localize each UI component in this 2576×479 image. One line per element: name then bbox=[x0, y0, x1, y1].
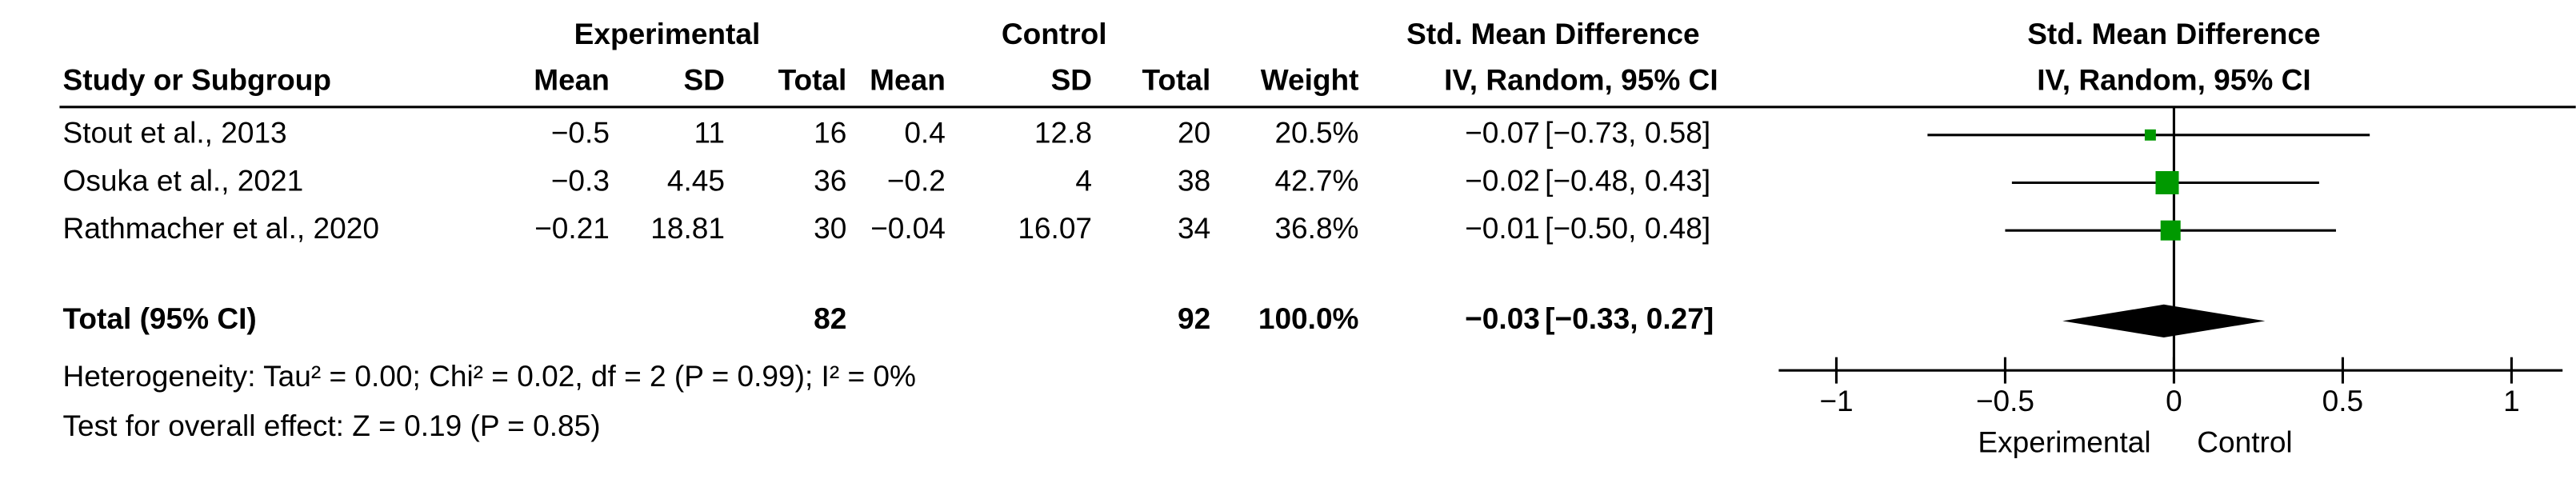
ci-label: [−0.48, 0.43] bbox=[1545, 163, 1710, 197]
column-header: SD bbox=[1051, 63, 1092, 97]
column-header: Total bbox=[778, 63, 847, 97]
total-exp: 82 bbox=[814, 301, 846, 335]
study-name: Stout et al., 2013 bbox=[63, 116, 287, 150]
group-header: Experimental bbox=[574, 17, 761, 50]
ci-label: [−0.73, 0.58] bbox=[1545, 116, 1710, 150]
cell: 12.8 bbox=[1034, 116, 1092, 150]
cell: −0.2 bbox=[887, 163, 946, 197]
total-ci: [−0.33, 0.27] bbox=[1545, 301, 1714, 335]
weight: 42.7% bbox=[1274, 163, 1358, 197]
effect-square bbox=[2155, 170, 2179, 194]
cell: 4 bbox=[1075, 163, 1092, 197]
effect-method: IV, Random, 95% CI bbox=[1444, 63, 1718, 97]
effect-header: Std. Mean Difference bbox=[1406, 17, 1699, 50]
cell: 16 bbox=[814, 116, 846, 150]
overall-effect: Test for overall effect: Z = 0.19 (P = 0… bbox=[63, 409, 601, 442]
effect-square bbox=[2160, 220, 2181, 241]
weight: 36.8% bbox=[1274, 211, 1358, 245]
column-header: SD bbox=[684, 63, 725, 97]
cell: 16.07 bbox=[1018, 211, 1092, 245]
plot-method: IV, Random, 95% CI bbox=[2037, 63, 2310, 97]
total-weight: 100.0% bbox=[1258, 301, 1359, 335]
x-tick-label: −1 bbox=[1819, 384, 1853, 417]
cell: 30 bbox=[814, 211, 846, 245]
column-header: Mean bbox=[534, 63, 610, 97]
cell: 20 bbox=[1178, 116, 1210, 150]
total-name: Total (95% CI) bbox=[63, 301, 257, 335]
cell: 18.81 bbox=[650, 211, 725, 245]
cell: 36 bbox=[814, 163, 846, 197]
x-tick-label: 0 bbox=[2166, 384, 2182, 417]
smd-label: −0.02 bbox=[1465, 163, 1540, 197]
favours-right: Control bbox=[2197, 425, 2292, 459]
cell: 11 bbox=[694, 116, 725, 150]
total-smd: −0.03 bbox=[1465, 301, 1540, 335]
total-diamond bbox=[2062, 304, 2266, 337]
column-header: Mean bbox=[870, 63, 946, 97]
plot-title: Std. Mean Difference bbox=[2027, 17, 2320, 50]
x-tick-label: −0.5 bbox=[1976, 384, 2034, 417]
x-tick-label: 1 bbox=[2503, 384, 2520, 417]
smd-label: −0.01 bbox=[1465, 211, 1540, 245]
column-header: Total bbox=[1142, 63, 1211, 97]
study-name: Rathmacher et al., 2020 bbox=[63, 211, 379, 245]
ci-label: [−0.50, 0.48] bbox=[1545, 211, 1710, 245]
cell: 0.4 bbox=[904, 116, 946, 150]
column-header: Study or Subgroup bbox=[63, 63, 331, 97]
effect-square bbox=[2144, 129, 2156, 141]
heterogeneity: Heterogeneity: Tau² = 0.00; Chi² = 0.02,… bbox=[63, 359, 916, 393]
total-ctl: 92 bbox=[1178, 301, 1210, 335]
cell: −0.5 bbox=[551, 116, 610, 150]
smd-label: −0.07 bbox=[1465, 116, 1540, 150]
group-header: Control bbox=[1002, 17, 1107, 50]
cell: 4.45 bbox=[667, 163, 725, 197]
cell: 38 bbox=[1178, 163, 1210, 197]
cell: −0.3 bbox=[551, 163, 610, 197]
x-tick-label: 0.5 bbox=[2322, 384, 2364, 417]
cell: 34 bbox=[1178, 211, 1210, 245]
favours-left: Experimental bbox=[1978, 425, 2150, 459]
weight: 20.5% bbox=[1274, 116, 1358, 150]
cell: −0.04 bbox=[870, 211, 946, 245]
study-name: Osuka et al., 2021 bbox=[63, 163, 304, 197]
column-header: Weight bbox=[1261, 63, 1359, 97]
cell: −0.21 bbox=[534, 211, 610, 245]
